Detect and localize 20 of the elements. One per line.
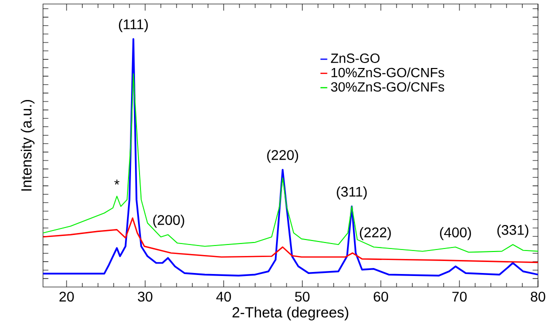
annotation: (331) — [497, 224, 528, 238]
x-tick-label: 20 — [60, 292, 74, 302]
annotation: (111) — [118, 19, 148, 32]
legend-label: 10%ZnS-GO/CNFs — [332, 68, 444, 78]
x-tick-label: 80 — [530, 292, 546, 302]
legend-label: 30%ZnS-GO/CNFs — [331, 82, 444, 92]
x-tick-label: 30 — [138, 292, 152, 302]
x-axis-title: 2-Theta (degrees) — [232, 306, 348, 320]
x-tick-label: 60 — [374, 292, 388, 302]
annotation: (220) — [267, 150, 298, 163]
annotation: (222) — [360, 227, 391, 240]
annotation: (200) — [153, 214, 184, 228]
annotation: (400) — [440, 227, 471, 240]
x-tick-label: 40 — [216, 292, 231, 302]
x-tick-label: 70 — [452, 292, 467, 302]
y-axis-title: Intensity (a.u.) — [20, 100, 34, 191]
legend-label: ZnS-GO — [330, 54, 380, 63]
annotation: * — [114, 180, 120, 185]
annotation: (311) — [336, 186, 367, 200]
x-tick-label: 50 — [295, 292, 310, 302]
